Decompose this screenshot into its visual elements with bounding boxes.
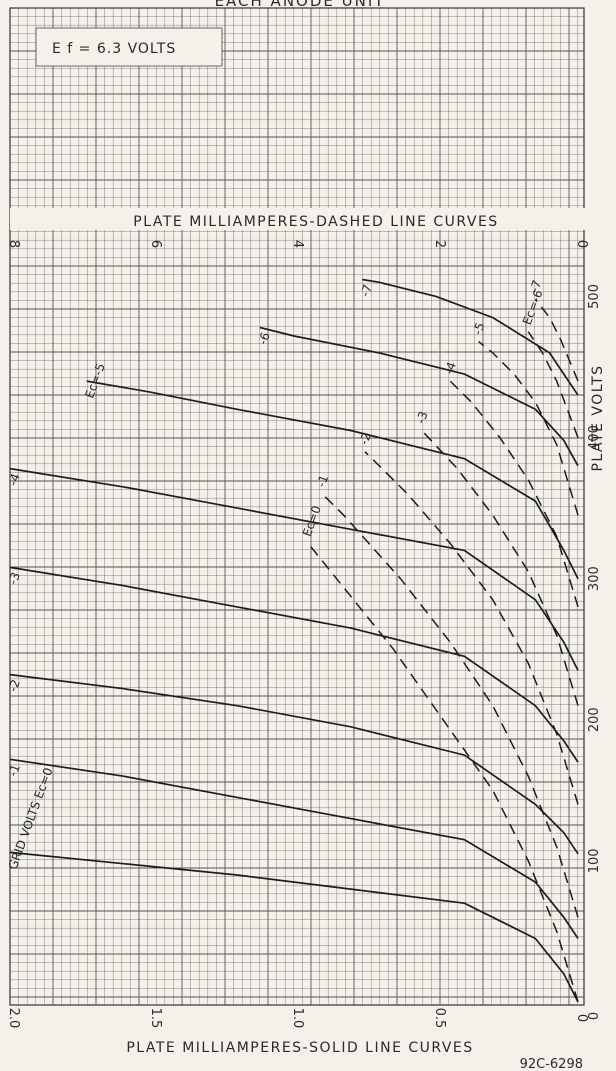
top-axis-label-band [10,208,586,230]
solid-curve [9,467,579,671]
dashed-curve [321,493,579,918]
curve-label: -4 [6,472,23,488]
grid [9,7,585,1006]
bottom-tick-label: 1.0 [290,1008,305,1029]
right-tick-labels: 100 200 300 400 500 0 [587,284,602,1020]
curve-label: -1 [6,762,23,778]
condition-label: E f = 6.3 VOLTS [52,41,176,57]
solid-curve [9,566,579,763]
right-tick-label: 500 [587,284,602,309]
bottom-tick-label: 2.0 [6,1008,21,1029]
top-tick-labels: 8 6 4 2 0 [6,240,589,248]
top-axis-label: PLATE MILLIAMPERES-DASHED LINE CURVES [133,214,498,230]
dashed-curve [307,542,579,1003]
solid-curve [9,673,579,855]
top-tick-label: 2 [432,240,447,248]
curve-label: -5 [470,321,487,337]
curve-label: -7 [358,283,375,299]
right-tick-label: 100 [587,848,602,873]
header-title: EACH ANODE UNIT [215,0,386,10]
right-tick-label: 200 [587,707,602,732]
right-tick-label: 400 [587,425,602,450]
dashed-curve [421,429,579,706]
grid-frame [9,7,585,1006]
solid-curve [9,758,579,939]
dashed-curve [478,341,579,516]
curve-label: -3 [6,570,23,586]
figure-code: 92C-6298 [520,1057,583,1071]
bottom-tick-label: 0 [574,1014,589,1022]
top-tick-label: 4 [290,240,305,248]
curve-label: -2 [6,678,23,694]
curve-label: -7 [527,278,544,294]
curve-label: -6 [256,330,273,346]
dashed-curve [527,331,579,438]
right-tick-label: 300 [587,566,602,591]
curve-label: -3 [413,409,430,425]
right-axis-label: PLATE VOLTS [590,364,606,471]
dashed-curve [449,380,579,608]
solid-curve [9,851,579,1003]
curve-label: -2 [357,431,374,447]
dashed-curve [534,298,579,382]
right-tick-label: 0 [587,1012,602,1020]
solid-curve [86,380,579,580]
top-tick-label: 6 [148,240,163,248]
bottom-tick-labels: 2.0 1.5 1.0 0.5 0 [6,1008,589,1029]
top-tick-label: 8 [6,240,21,248]
bottom-tick-label: 1.5 [148,1008,163,1029]
condition-box [35,27,223,67]
solid-curve [259,326,579,467]
dashed-curve [364,451,579,805]
dashed-curves [307,298,579,1003]
solid-curve [362,278,579,396]
curve-label: -4 [442,360,459,376]
bottom-axis-label: PLATE MILLIAMPERES-SOLID LINE CURVES [126,1040,473,1056]
curve-label: -1 [314,473,331,489]
bottom-tick-label: 0.5 [432,1008,447,1029]
top-tick-label: 0 [574,240,589,248]
solid-curves [9,278,579,1003]
